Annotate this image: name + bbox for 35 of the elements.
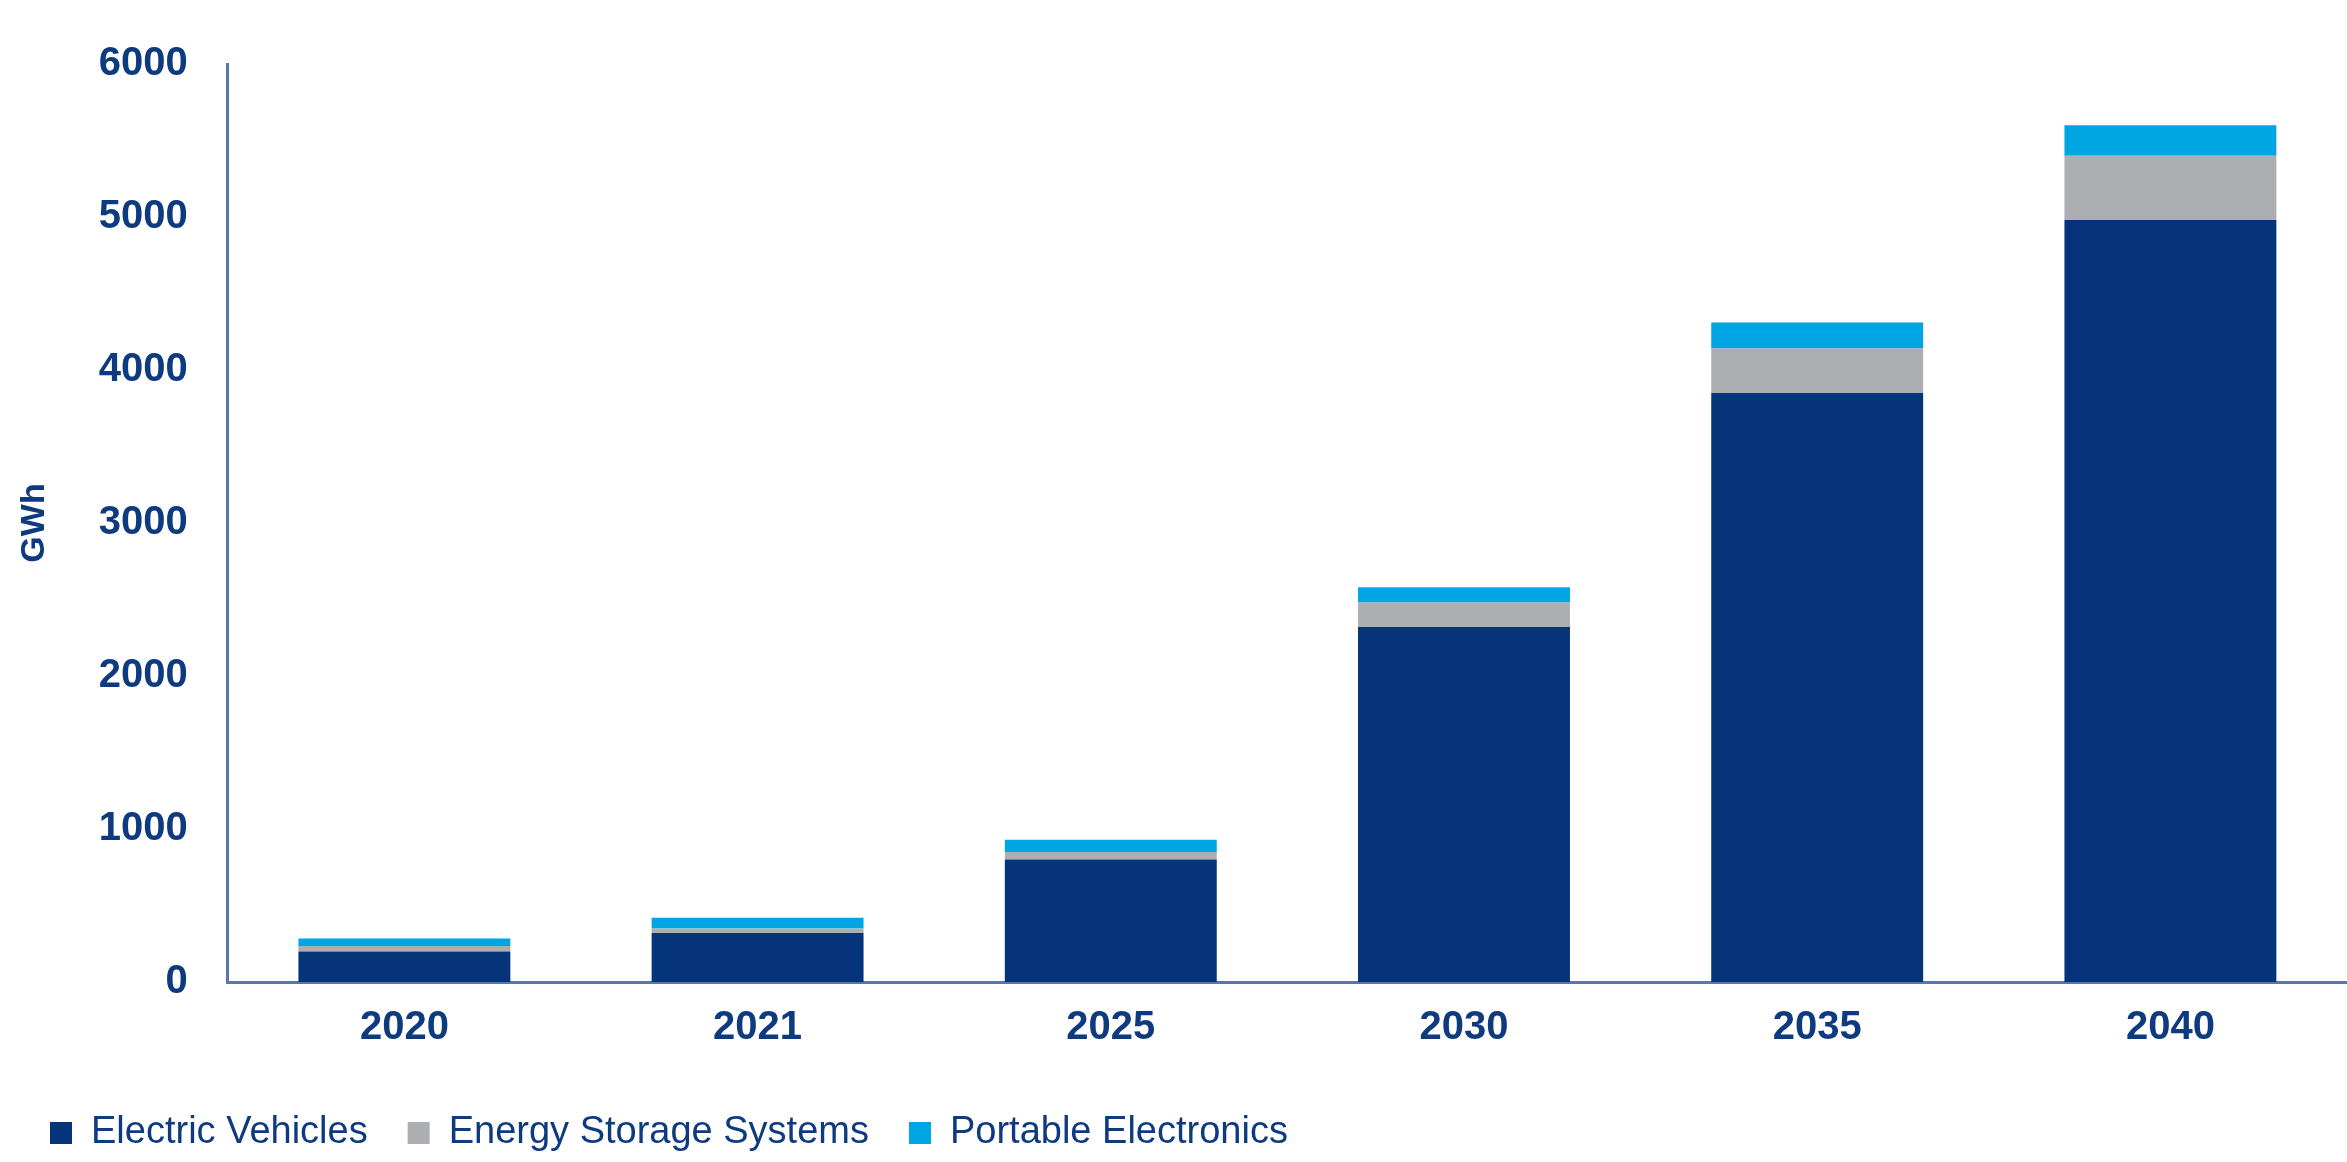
- bar: [1711, 348, 1924, 393]
- bar: [298, 946, 511, 952]
- bar: [2064, 220, 2277, 982]
- bar: [1711, 392, 1924, 982]
- y-axis-title: GWh: [12, 483, 51, 563]
- bar: [298, 938, 511, 947]
- x-tick-label: 2040: [2125, 1003, 2215, 1048]
- x-tick-label: 2025: [1066, 1003, 1156, 1048]
- legend-label: Portable Electronics: [949, 1109, 1288, 1152]
- bar: [1004, 851, 1217, 860]
- bar: [1358, 602, 1570, 628]
- bar: [1358, 587, 1570, 603]
- y-tick-label: 4000: [98, 345, 188, 390]
- x-tick-label: 2030: [1419, 1003, 1509, 1048]
- y-tick-label: 0: [165, 957, 188, 1002]
- x-tick-label: 2020: [359, 1003, 449, 1048]
- y-tick-label: 1000: [98, 804, 188, 849]
- bar: [2064, 155, 2277, 221]
- legend-label: Energy Storage Systems: [448, 1109, 869, 1152]
- bar: [651, 933, 864, 982]
- x-tick-label: 2021: [713, 1003, 803, 1048]
- bar: [298, 951, 511, 982]
- bar: [651, 917, 864, 929]
- legend-label: Electric Vehicles: [91, 1109, 368, 1152]
- bar: [1004, 859, 1217, 982]
- bar: [1358, 627, 1570, 982]
- x-tick-label: 2035: [1772, 1003, 1862, 1048]
- bar: [1004, 839, 1217, 852]
- bar: [1711, 322, 1924, 349]
- bar: [651, 928, 864, 934]
- y-tick-label: 5000: [98, 192, 188, 237]
- y-tick-label: 3000: [98, 498, 188, 543]
- y-tick-label: 2000: [98, 651, 188, 696]
- y-tick-label: 6000: [98, 39, 188, 84]
- bar: [2064, 125, 2277, 156]
